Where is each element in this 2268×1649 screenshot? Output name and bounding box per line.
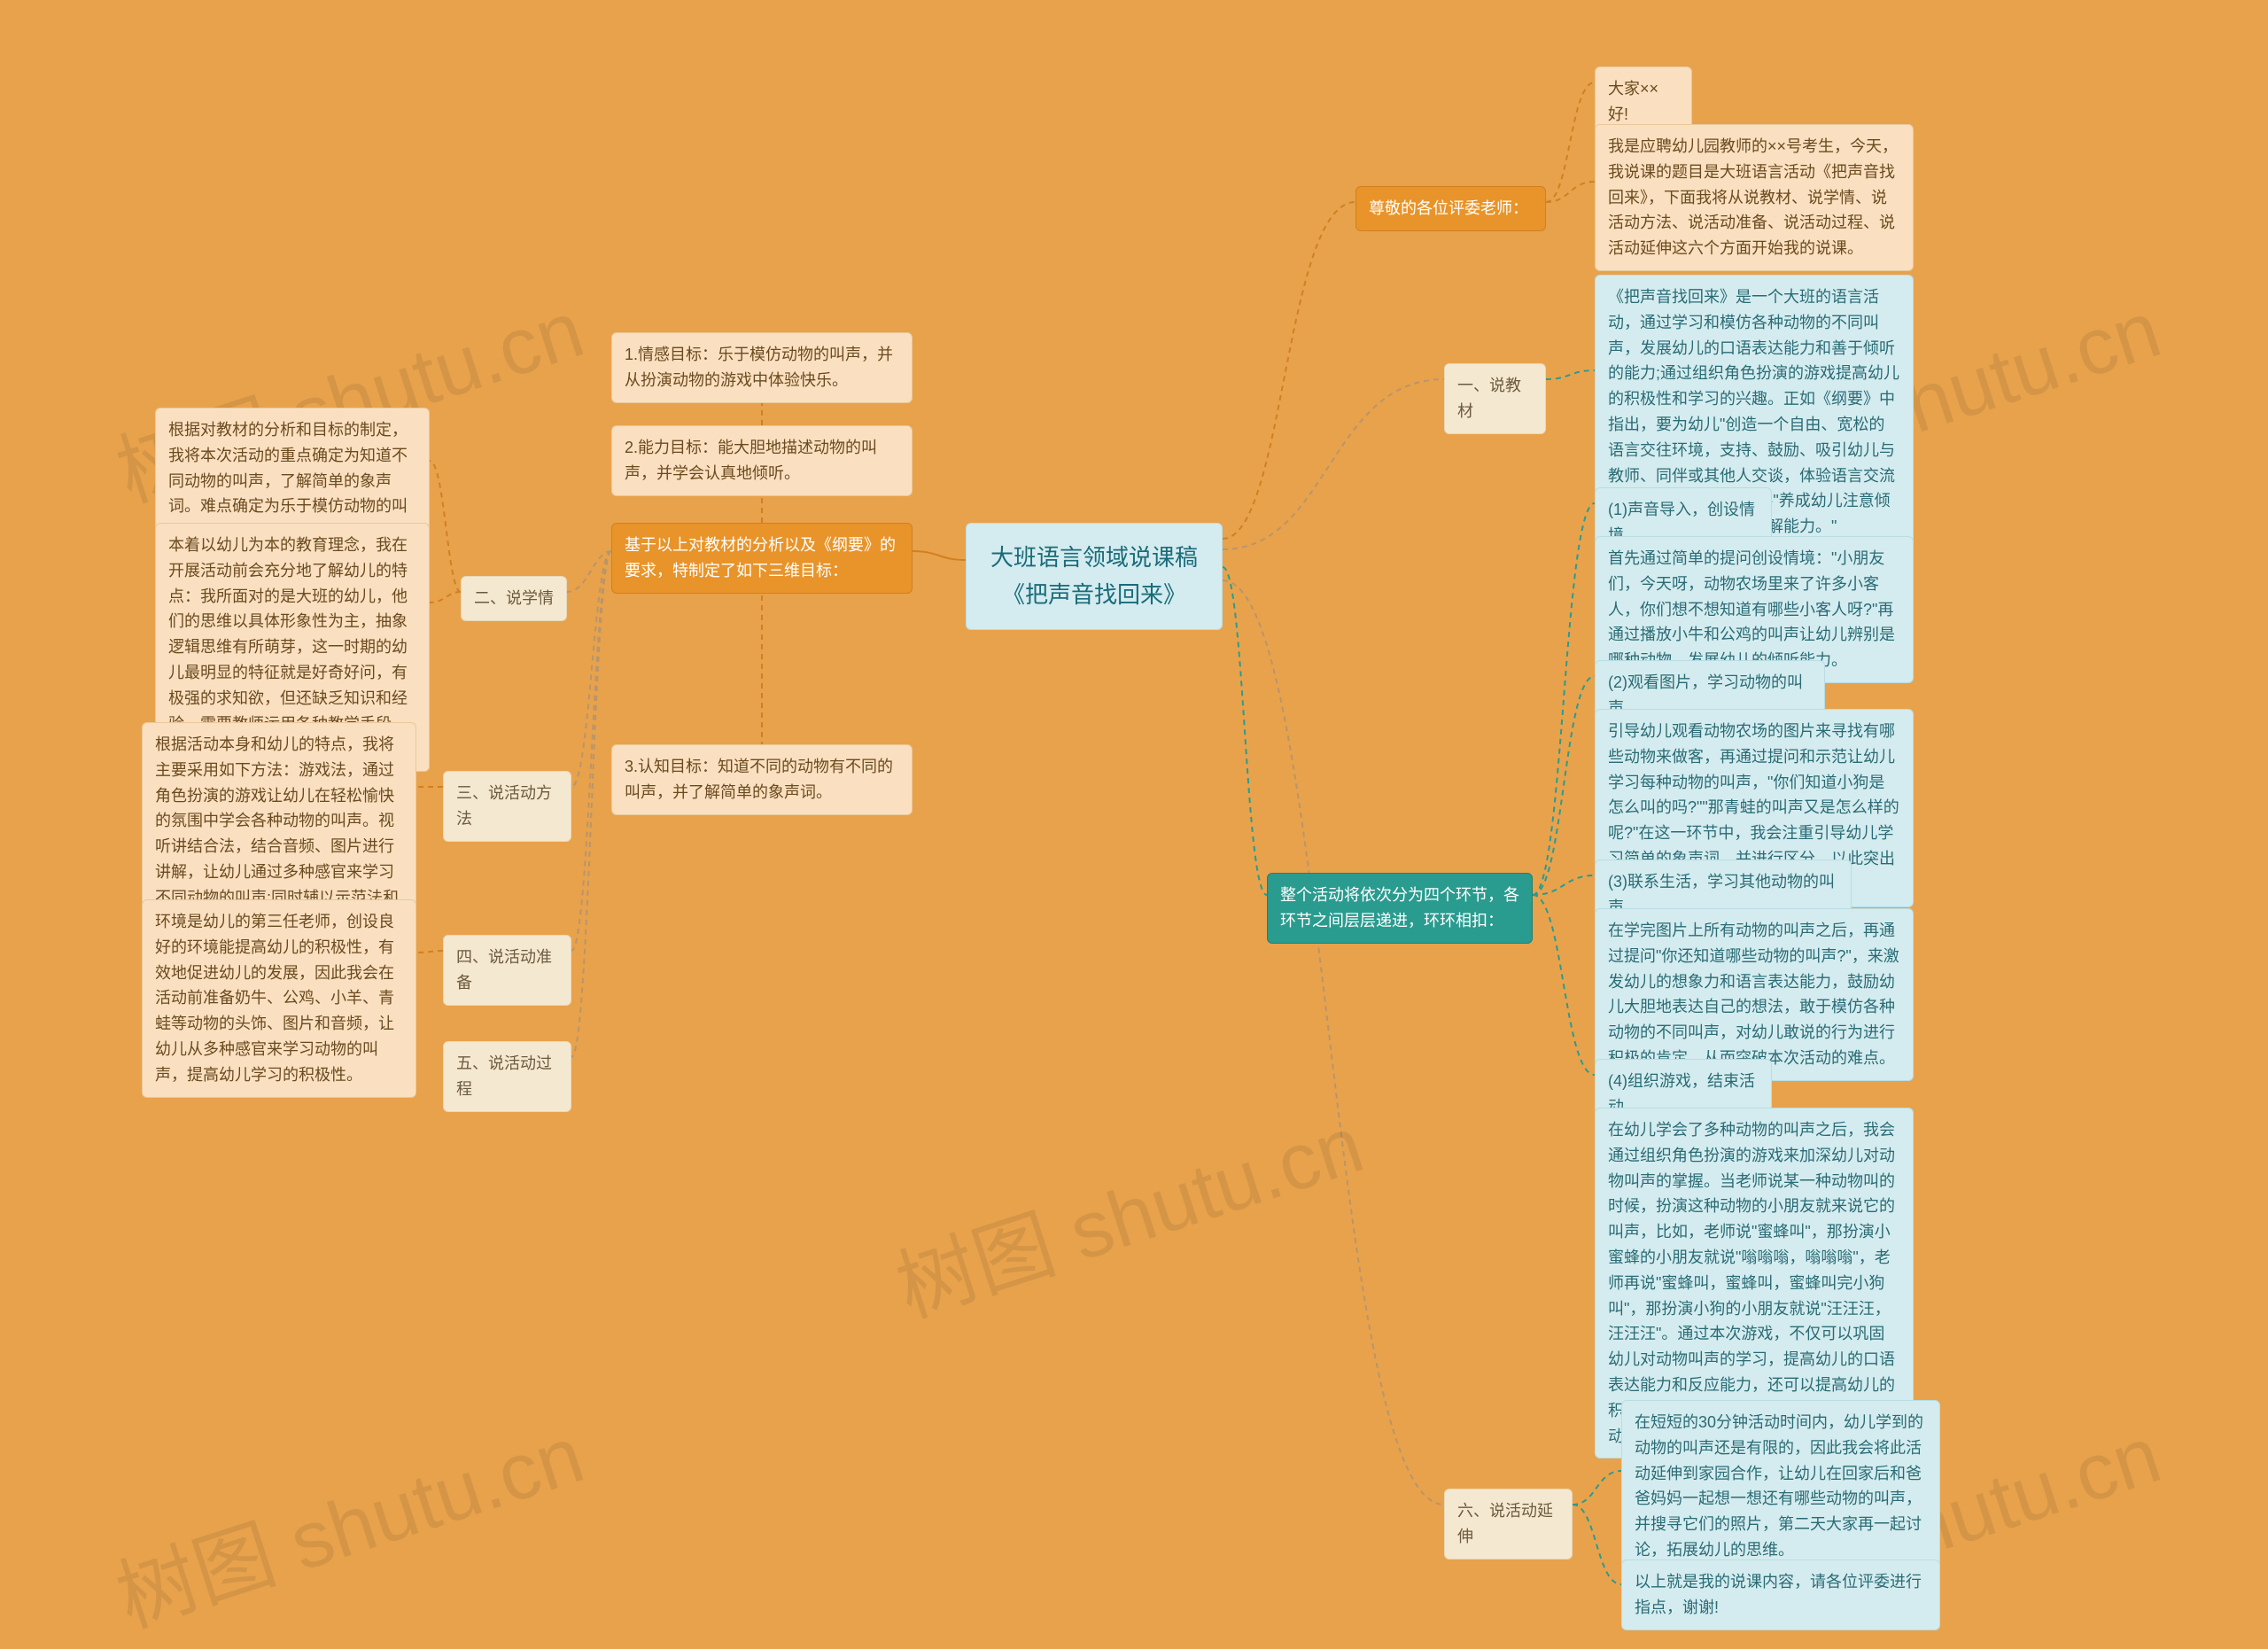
watermark: 树图 shutu.cn <box>880 1080 1375 1339</box>
goals-parent[interactable]: 基于以上对教材的分析以及《纲要》的要求，特制定了如下三维目标： <box>611 523 913 594</box>
section-1-label[interactable]: 一、说教材 <box>1444 363 1546 434</box>
judges-note-2[interactable]: 我是应聘幼儿园教师的××号考生，今天，我说课的题目是大班语言活动《把声音找回来》… <box>1595 124 1914 271</box>
goal-3[interactable]: 3.认知目标：知道不同的动物有不同的叫声，并了解简单的象声词。 <box>611 744 913 815</box>
section-5-label[interactable]: 五、说活动过程 <box>443 1041 571 1112</box>
section-2-label[interactable]: 二、说学情 <box>461 576 567 621</box>
watermark: 树图 shutu.cn <box>100 1390 595 1649</box>
goal-1[interactable]: 1.情感目标：乐于模仿动物的叫声，并从扮演动物的游戏中体验快乐。 <box>611 332 913 403</box>
goal-2[interactable]: 2.能力目标：能大胆地描述动物的叫声，并学会认真地倾听。 <box>611 425 913 496</box>
section-3-label[interactable]: 三、说活动方法 <box>443 771 571 842</box>
process-parent[interactable]: 整个活动将依次分为四个环节，各环节之间层层递进，环环相扣： <box>1267 873 1533 944</box>
section-4-note-1[interactable]: 环境是幼儿的第三任老师，创设良好的环境能提高幼儿的积极性，有效地促进幼儿的发展，… <box>142 899 416 1098</box>
process-step-3-body[interactable]: 在学完图片上所有动物的叫声之后，再通过提问"你还知道哪些动物的叫声?"，来激发幼… <box>1595 908 1914 1081</box>
center-node[interactable]: 大班语言领域说课稿《把声音找回来》 <box>966 523 1223 630</box>
section-6-label[interactable]: 六、说活动延伸 <box>1444 1489 1573 1560</box>
ext-note-1[interactable]: 在短短的30分钟活动时间内，幼儿学到的动物的叫声还是有限的，因此我会将此活动延伸… <box>1621 1400 1940 1573</box>
ext-note-2[interactable]: 以上就是我的说课内容，请各位评委进行指点，谢谢! <box>1621 1560 1940 1630</box>
judges-label[interactable]: 尊敬的各位评委老师： <box>1355 186 1546 231</box>
section-4-label[interactable]: 四、说活动准备 <box>443 935 571 1006</box>
